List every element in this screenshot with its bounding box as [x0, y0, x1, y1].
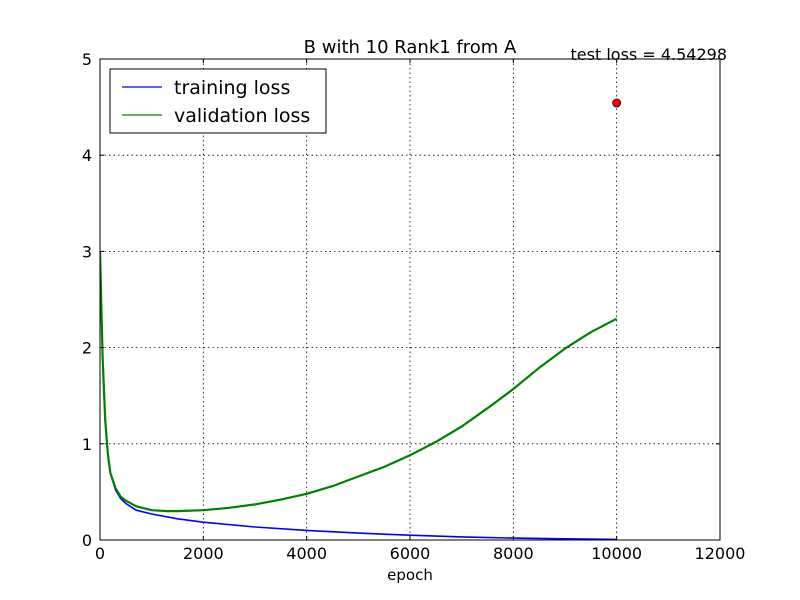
- axis-ticks: [99, 58, 721, 541]
- legend: training loss validation loss: [109, 68, 327, 134]
- x-tick-label-2: 4000: [286, 544, 327, 563]
- y-tick-label-0: 0: [82, 531, 92, 550]
- x-tick-label-6: 12000: [695, 544, 746, 563]
- series-group: [100, 251, 618, 540]
- x-axis-label: epoch: [387, 566, 433, 584]
- test-loss-point: [612, 98, 622, 108]
- legend-label-validation-loss: validation loss: [174, 105, 310, 127]
- legend-label-training-loss: training loss: [174, 77, 290, 99]
- y-tick-label-1: 1: [82, 435, 92, 454]
- points-group: [612, 98, 622, 108]
- test-loss-annotation: test loss = 4.54298: [571, 45, 727, 64]
- x-tick-label-0: 0: [95, 544, 105, 563]
- x-tick-label-5: 10000: [591, 544, 642, 563]
- tick-labels: 0 2000 4000 6000 8000 10000 12000 0 1 2 3 4 5: [82, 50, 746, 563]
- legend-box: [109, 68, 327, 134]
- grid: [100, 59, 720, 540]
- chart-title: B with 10 Rank1 from A: [304, 37, 517, 58]
- series-line-validation-loss: [100, 251, 618, 513]
- x-tick-label-1: 2000: [183, 544, 224, 563]
- x-tick-label-3: 6000: [390, 544, 431, 563]
- y-tick-label-2: 2: [82, 339, 92, 358]
- y-tick-label-4: 4: [82, 146, 92, 165]
- y-tick-label-3: 3: [82, 242, 92, 261]
- x-tick-label-4: 8000: [493, 544, 534, 563]
- y-tick-label-5: 5: [82, 50, 92, 69]
